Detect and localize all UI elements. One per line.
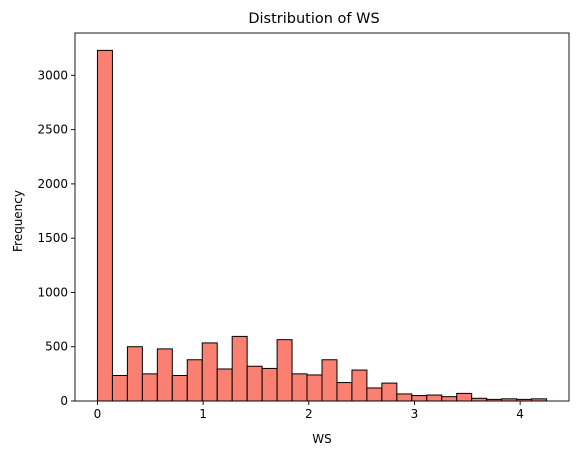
y-tick-label: 2500 [37,123,68,137]
x-tick-label: 4 [516,407,524,421]
y-tick-label: 1500 [37,231,68,245]
histogram-bar [366,387,383,402]
x-tick-label: 3 [411,407,419,421]
histogram-bar [246,365,263,402]
x-axis-label: WS [312,432,331,446]
histogram-bar [141,373,158,402]
histogram-bar [336,382,353,402]
histogram-bar [231,335,248,402]
y-tick-label: 2000 [37,177,68,191]
histogram-bar [411,395,428,402]
y-tick-label: 0 [60,394,68,408]
axes-layer: 0 1 2 3 4 0 500 1000 1500 2000 2500 3000 [37,32,570,421]
histogram-bar [261,367,278,402]
histogram-bar [156,348,173,402]
y-axis-label: Frequency [11,190,25,252]
x-tick-label: 2 [305,407,313,421]
histogram-bar [276,339,293,402]
y-tick-label: 500 [45,340,68,354]
histogram-bar [96,49,113,402]
histogram-bar [111,374,128,402]
histogram-bar [321,359,338,402]
histogram-bar [426,394,443,402]
histogram-bar [381,382,398,402]
histogram-bar [126,346,143,402]
plot-frame [74,32,570,402]
y-tick-label: 3000 [37,68,68,82]
histogram-bar [171,374,188,402]
histogram-bar [306,374,323,402]
bars-layer [96,49,548,402]
x-tick-label: 0 [94,407,102,421]
histogram-bar [396,393,413,402]
histogram-bar [186,359,203,402]
histogram-bar [441,396,458,402]
histogram-bar [456,392,473,402]
histogram-bar [351,369,368,402]
y-tick-label: 1000 [37,285,68,299]
histogram-bar [201,342,218,402]
x-tick-label: 1 [199,407,207,421]
histogram-bar [216,368,233,402]
chart-title: Distribution of WS [248,11,379,27]
histogram-bar [291,373,308,402]
